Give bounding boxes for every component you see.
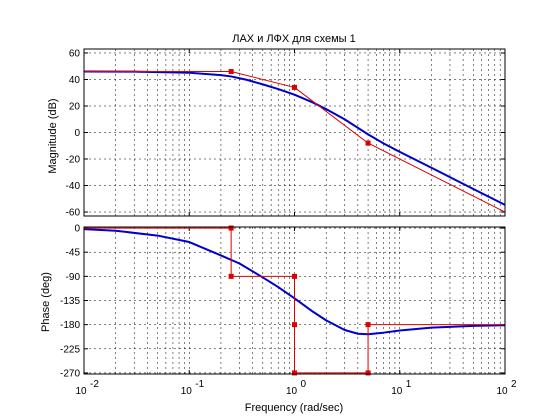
phase-ytick-label: -90 — [66, 272, 81, 283]
phase-ytick-label: 0 — [74, 224, 80, 235]
magnitude-breakpoint-marker — [365, 140, 371, 146]
x-tick-label: 10 — [391, 386, 403, 397]
x-tick-exponent: -1 — [195, 379, 204, 390]
magnitude-ytick-label: 40 — [69, 75, 81, 86]
phase-breakpoint-marker — [228, 225, 234, 231]
x-tick-label: 10 — [75, 386, 87, 397]
magnitude-ytick-label: 0 — [74, 128, 80, 139]
x-tick-label: 10 — [496, 386, 508, 397]
x-tick-label: 10 — [181, 386, 193, 397]
frequency-axis-label: Frequency (rad/sec) — [245, 402, 343, 414]
magnitude-breakpoint-marker — [292, 84, 297, 90]
x-tick-exponent: 0 — [301, 379, 307, 390]
x-tick-label: 10 — [286, 386, 298, 397]
magnitude-exact-curve — [83, 70, 506, 206]
phase-exact-curve — [83, 228, 506, 336]
magnitude-ytick-label: -20 — [66, 155, 81, 166]
phase-axes-frame — [83, 226, 506, 375]
phase-ytick-label: -270 — [60, 368, 80, 379]
magnitude-breakpoint-marker — [228, 69, 234, 75]
x-tick-exponent: 2 — [511, 379, 517, 390]
phase-ytick-label: -225 — [60, 344, 80, 355]
phase-breakpoint-marker — [292, 273, 297, 279]
phase-breakpoint-marker — [292, 322, 297, 328]
phase-axis-label: Phase (deg) — [40, 272, 52, 332]
x-tick-exponent: -2 — [90, 379, 99, 390]
magnitude-ytick-label: 60 — [69, 48, 81, 59]
phase-breakpoint-marker — [365, 322, 371, 328]
x-tick-exponent: 1 — [406, 379, 412, 390]
phase-breakpoint-marker — [365, 370, 371, 376]
phase-ytick-label: -180 — [60, 320, 80, 331]
magnitude-axis-label: Magnitude (dB) — [47, 98, 59, 173]
chart-title: ЛАХ и ЛФХ для схемы 1 — [232, 33, 356, 45]
phase-ytick-label: -135 — [60, 296, 80, 307]
phase-breakpoint-marker — [228, 273, 234, 279]
magnitude-ytick-label: -60 — [66, 208, 81, 219]
phase-ytick-label: -45 — [66, 248, 81, 259]
phase-breakpoint-marker — [292, 370, 297, 376]
magnitude-ytick-label: -40 — [66, 181, 81, 192]
magnitude-ytick-label: 20 — [69, 101, 81, 112]
magnitude-axes-frame — [83, 48, 506, 217]
